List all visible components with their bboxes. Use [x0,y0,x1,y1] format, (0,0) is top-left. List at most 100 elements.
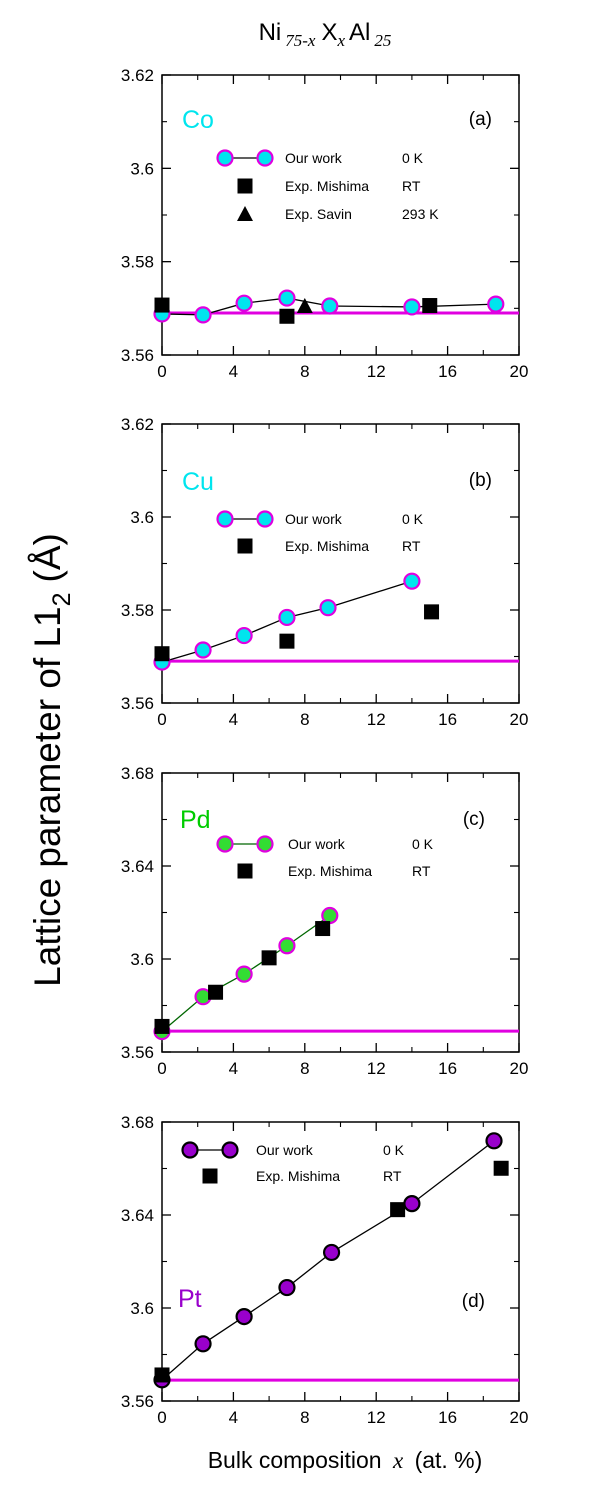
series-our-work [153,906,339,1041]
y-tick-label: 3.68 [121,764,154,783]
legend-marker [216,510,234,528]
x-tick-label: 8 [300,1408,309,1427]
data-point [403,298,421,316]
x-tick-label: 20 [510,362,529,381]
data-point [154,646,170,662]
legend-marker [237,538,253,554]
panel-pd: 0 4 8 12 16 20 3.56 3.6 3.64 3.68 Our work 0 K Exp. … [121,764,529,1078]
data-point [403,572,421,590]
y-tick-label: 3.6 [130,508,154,527]
panel-pt: 0 4 8 12 16 20 3.56 3.6 3.64 3.68 Our work 0 K Exp. … [121,1113,529,1427]
series-exp-mishima [154,604,440,662]
data-point [487,295,505,313]
data-point [154,297,170,313]
legend-label: Our work [285,150,343,166]
legend-condition: 0 K [402,511,424,527]
x-tick-label: 4 [229,362,238,381]
legend-label: Our work [288,836,346,852]
y-tick-label: 3.6 [130,950,154,969]
legend-label: Exp. Mishima [256,1168,340,1184]
panels: 0 4 8 12 16 20 3.56 3.58 3.6 3.62 Our work 0 K Exp. … [121,66,529,1427]
series-exp-savin [296,298,313,313]
data-point [235,1308,253,1326]
y-tick-label: 3.64 [121,1206,154,1225]
data-point [493,1160,509,1176]
data-point [235,965,253,983]
y-tick-label: 3.56 [121,1392,154,1411]
panel-cu: 0 4 8 12 16 20 3.56 3.58 3.6 3.62 Our work 0 K Exp. … [121,415,529,729]
legend-marker [237,863,253,879]
element-label: Pt [178,1285,202,1313]
legend-condition: 0 K [412,836,434,852]
series-our-work [153,289,505,324]
figure-title: Ni 75-x Xx Al 25 [259,19,392,50]
y-tick-label: 3.6 [130,1299,154,1318]
panel-letter: (b) [469,470,492,491]
x-tick-label: 12 [367,362,386,381]
legend-condition: 0 K [383,1142,405,1158]
data-point [235,294,253,312]
data-point [422,298,438,314]
data-point [279,633,295,649]
y-tick-label: 3.56 [121,694,154,713]
data-point [194,306,212,324]
x-tick-label: 16 [438,362,457,381]
data-point [194,1335,212,1353]
legend-entry: Our work 0 K [181,1141,405,1159]
legend-label: Exp. Mishima [285,178,369,194]
data-point [154,1367,170,1383]
y-tick-label: 3.56 [121,346,154,365]
data-point [403,1195,421,1213]
legend-entry: Exp. Mishima RT [237,863,431,879]
legend-marker [237,206,253,221]
series-our-work [153,572,421,671]
panel-letter: (a) [469,109,492,130]
x-tick-label: 8 [300,362,309,381]
legend-entry: Our work 0 K [216,149,424,167]
x-tick-label: 16 [438,1059,457,1078]
element-label: Cu [182,468,214,496]
x-tick-label: 16 [438,710,457,729]
x-axis-label: Bulk composition x (at. %) [208,1447,483,1473]
legend-condition: 0 K [402,150,424,166]
legend-condition: 293 K [402,206,439,222]
element-label: Pd [180,806,211,834]
legend-label: Exp. Mishima [285,538,369,554]
y-tick-label: 3.62 [121,415,154,434]
y-tick-label: 3.64 [121,857,154,876]
legend-marker [256,835,274,853]
legend-entry: Exp. Mishima RT [202,1168,402,1184]
x-tick-label: 12 [367,1059,386,1078]
panel-letter: (c) [463,809,485,830]
x-tick-label: 20 [510,710,529,729]
data-point [390,1202,406,1218]
legend-entry: Exp. Savin 293 K [237,206,439,222]
panel-co: 0 4 8 12 16 20 3.56 3.58 3.6 3.62 Our work 0 K Exp. … [121,66,529,381]
y-axis-label: Lattice parameter of L12(Å) [27,533,76,987]
y-tick-label: 3.56 [121,1043,154,1062]
y-tick-label: 3.58 [121,253,154,272]
data-point [319,599,337,617]
x-tick-label: 4 [229,1059,238,1078]
x-tick-label: 12 [367,1408,386,1427]
x-tick-label: 0 [157,362,166,381]
legend-marker [216,835,234,853]
x-tick-label: 0 [157,710,166,729]
series-exp-mishima [154,1160,509,1383]
legend-entry: Our work 0 K [216,835,434,853]
element-label: Co [182,106,214,134]
legend-label: Exp. Savin [285,206,352,222]
data-point [154,1018,170,1034]
data-point [279,308,295,324]
y-tick-label: 3.58 [121,601,154,620]
x-tick-label: 8 [300,1059,309,1078]
data-point [278,289,296,307]
data-point [235,626,253,645]
legend-condition: RT [402,178,421,194]
data-point [321,297,339,315]
x-tick-label: 0 [157,1408,166,1427]
legend-label: Exp. Mishima [288,863,372,879]
series-our-work [153,1132,503,1389]
data-point [322,1243,341,1262]
